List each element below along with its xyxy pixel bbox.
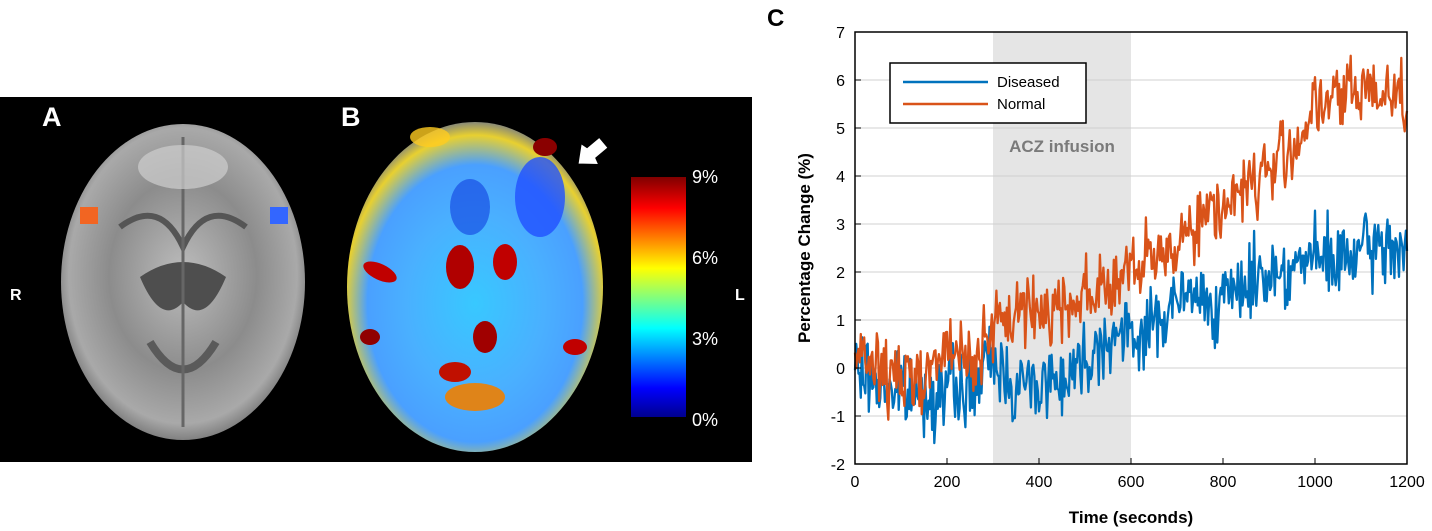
y-tick-label: 0 — [836, 361, 845, 378]
panel-c-label: C — [767, 5, 784, 32]
left-side-label: L — [735, 287, 745, 304]
legend-label-diseased: Diseased — [997, 74, 1060, 91]
y-tick-label: 5 — [836, 121, 845, 138]
cbf-map-image — [347, 122, 603, 452]
series-line-diseased — [853, 209, 1409, 445]
y-tick-label: 7 — [836, 25, 845, 42]
panel-b-label: B — [341, 102, 361, 132]
x-tick-label: 200 — [934, 474, 961, 491]
colorbar — [631, 177, 686, 417]
series-lines — [853, 54, 1409, 445]
legend: Diseased Normal — [889, 62, 1087, 124]
panel-a-label: A — [42, 102, 62, 132]
legend-label-normal: Normal — [997, 96, 1045, 113]
y-tick-label: 6 — [836, 73, 845, 90]
series-line-normal — [853, 54, 1409, 421]
colorbar-tick: 6% — [692, 248, 719, 268]
roi-diseased-marker — [270, 207, 288, 224]
x-tick-label: 400 — [1026, 474, 1053, 491]
x-tick-label: 0 — [851, 474, 860, 491]
timecourse-chart: C ACZ infusion -2 -1 0 1 2 3 4 5 6 7 0 200 400 600 800… — [767, 5, 1425, 527]
arrow-icon — [576, 136, 610, 166]
acz-infusion-label: ACZ infusion — [1009, 137, 1115, 156]
colorbar-tick: 0% — [692, 410, 719, 430]
x-tick-label: 1200 — [1389, 474, 1425, 491]
y-tick-label: -2 — [831, 457, 845, 474]
roi-normal-marker — [80, 207, 98, 224]
colorbar-tick: 3% — [692, 329, 719, 349]
x-tick-label: 600 — [1118, 474, 1145, 491]
legend-box — [889, 62, 1087, 124]
right-side-label: R — [10, 287, 22, 304]
y-tick-label: 1 — [836, 313, 845, 330]
brain-maps — [61, 122, 686, 452]
colorbar-tick: 9% — [692, 167, 719, 187]
anatomical-image — [61, 124, 305, 440]
x-tick-label: 800 — [1210, 474, 1237, 491]
x-tick-label: 1000 — [1297, 474, 1333, 491]
y-tick-label: -1 — [831, 409, 845, 426]
y-tick-label: 4 — [836, 169, 845, 186]
y-tick-label: 3 — [836, 217, 845, 234]
y-tick-label: 2 — [836, 265, 845, 282]
y-axis-label: Percentage Change (%) — [795, 153, 814, 343]
brain-maps-panel: A B R L 9% 6% 3% 0% — [0, 97, 752, 462]
x-axis-label: Time (seconds) — [1069, 508, 1193, 527]
tick-labels: -2 -1 0 1 2 3 4 5 6 7 0 200 400 600 800 1000 1200 — [831, 25, 1425, 491]
